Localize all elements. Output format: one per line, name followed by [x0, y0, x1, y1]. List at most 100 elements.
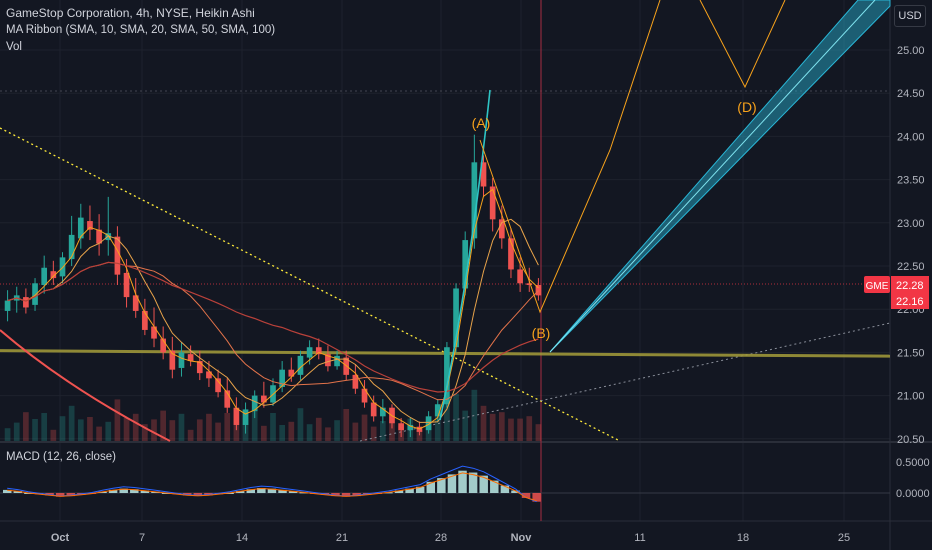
ma-long: [0, 329, 171, 442]
volume-bar: [50, 429, 57, 441]
candle-body: [288, 369, 295, 377]
candle-body: [77, 217, 84, 239]
macd-legend[interactable]: MACD (12, 26, close): [6, 451, 116, 463]
projection-midline: [549, 0, 876, 353]
macd-histogram-bar: [108, 489, 118, 493]
time-tick-label: 28: [435, 532, 447, 544]
volume-bar: [343, 409, 350, 441]
candle-body: [160, 338, 167, 353]
volume-bar: [444, 402, 450, 441]
macd-histogram-bar: [458, 470, 467, 493]
price-tick-label: 22.50: [897, 261, 925, 273]
candle-body: [379, 407, 386, 417]
candle-body: [444, 347, 450, 405]
candle-body: [498, 219, 505, 239]
volume-bar: [361, 414, 368, 441]
volume-bar: [279, 425, 285, 441]
candle-body: [32, 283, 38, 305]
wave-path-d: [699, 0, 786, 89]
time-tick-label: Oct: [51, 532, 70, 544]
macd-histogram-bar: [193, 493, 203, 497]
volume-bar: [77, 419, 84, 441]
symbol-legend[interactable]: GameStop Corporation, 4h, NYSE, Heikin A…: [6, 6, 255, 20]
volume-bar: [187, 429, 194, 441]
candle-body: [4, 300, 11, 311]
volume-bar: [123, 417, 130, 441]
candle-body: [370, 402, 377, 417]
macd-histogram-bar: [288, 491, 298, 493]
candle-body: [187, 354, 194, 362]
time-tick-label: 21: [336, 532, 348, 544]
axes: 25.0024.5024.0023.5023.0022.5022.0021.50…: [51, 45, 930, 544]
candle-body: [407, 424, 414, 431]
volume-bar: [23, 412, 29, 441]
volume-bar: [489, 413, 496, 441]
volume-legend[interactable]: Vol: [6, 41, 22, 53]
volume-bar: [68, 405, 75, 441]
candle-body: [471, 162, 478, 239]
symbol-tag-label: GME: [866, 281, 889, 292]
volume-bar: [114, 399, 121, 441]
volume-bar: [480, 405, 487, 441]
candle-body: [325, 354, 331, 367]
price-tick-label: 20.50: [897, 434, 925, 446]
macd-histogram-bar: [246, 489, 255, 493]
trendline-descending: [0, 127, 621, 442]
time-tick-label: 11: [634, 532, 645, 544]
time-tick-label: 25: [838, 532, 850, 544]
volume-bar: [151, 419, 157, 441]
currency-button[interactable]: USD: [894, 5, 926, 27]
macd-histogram-bar: [447, 474, 457, 493]
ma-fast: [439, 89, 491, 421]
candle-body: [169, 350, 176, 370]
volume-bar: [224, 413, 231, 441]
macd-histogram-bar: [55, 493, 65, 497]
candle-body: [215, 378, 221, 393]
volume-bar: [434, 411, 441, 441]
signal-line: [7, 472, 537, 502]
candle-body: [398, 423, 404, 431]
candle-body: [361, 388, 368, 403]
macd-histogram-bar: [521, 493, 531, 498]
symbol-price-box: [891, 276, 929, 293]
volume-bar: [169, 420, 176, 441]
macd-histogram-bar: [119, 488, 128, 493]
candle-body: [251, 395, 258, 412]
time-tick-label: Nov: [511, 532, 533, 544]
candle-body: [517, 269, 523, 284]
macd-histogram-bar: [13, 491, 23, 493]
volume-bar: [132, 413, 139, 441]
macd-histogram-bar: [3, 489, 12, 493]
macd-histogram-bar: [500, 485, 510, 493]
volume-bar: [215, 422, 221, 441]
candle-body: [306, 347, 313, 358]
volume-bar: [270, 413, 276, 441]
macd-histogram-bar: [352, 493, 361, 497]
candle-body: [123, 272, 130, 298]
last-price-box: [891, 293, 929, 309]
macd-histogram-bar: [426, 481, 435, 493]
sma-10: [7, 188, 539, 430]
macd-histogram-bar: [490, 480, 499, 493]
macd-histogram-bar: [278, 489, 287, 493]
volume-bar: [96, 426, 102, 441]
ma-ribbon-legend[interactable]: MA Ribbon (SMA, 10, SMA, 20, SMA, 50, SM…: [6, 24, 276, 36]
volume-bar: [535, 424, 542, 441]
volume-bar: [41, 413, 48, 441]
candle-body: [508, 238, 514, 270]
volume-bar: [416, 430, 423, 441]
wave-label: (A): [472, 115, 491, 131]
sma-20: [7, 218, 539, 423]
time-tick-label: 14: [236, 532, 248, 544]
volume-bar: [334, 420, 340, 441]
candle-body: [142, 310, 148, 330]
macd-line: [7, 465, 537, 503]
macd-histogram-bar: [235, 491, 245, 493]
candle-body: [242, 409, 249, 425]
symbol-price-label: 22.28: [896, 280, 924, 292]
volume-bar: [517, 418, 523, 441]
price-tick-label: 24.00: [897, 131, 925, 143]
volume-bar: [59, 416, 66, 441]
